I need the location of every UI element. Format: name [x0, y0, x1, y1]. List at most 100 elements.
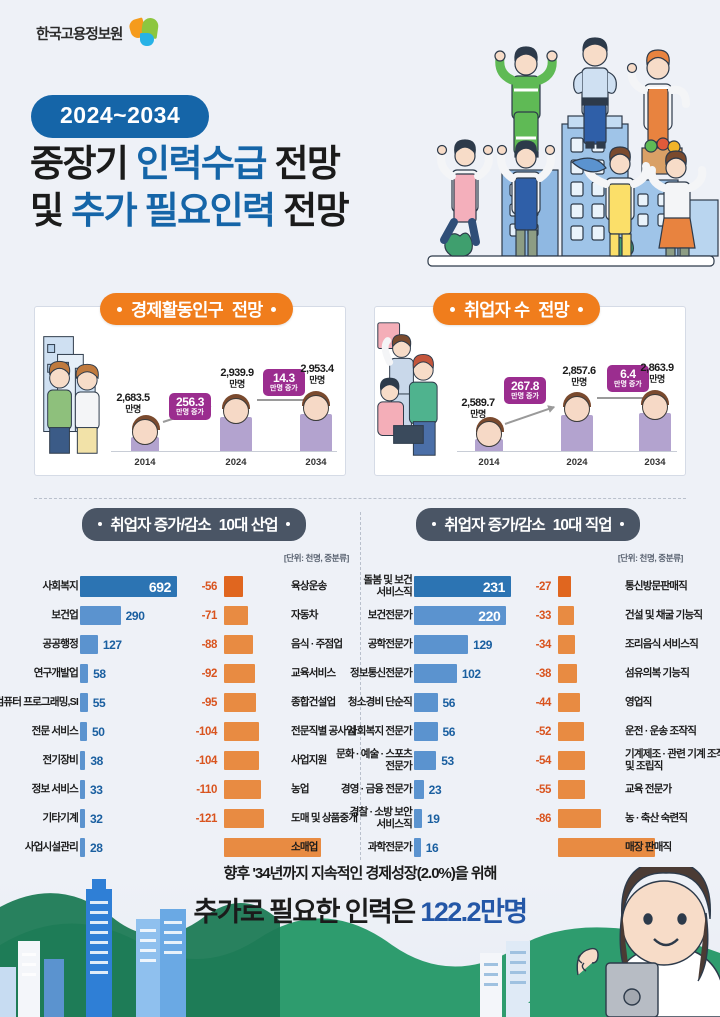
occupation-increase-label: 과학전문가	[367, 840, 413, 853]
industry-decrease-bar	[224, 722, 259, 741]
occupation-increase-label: 문화 · 예술 · 스포츠 전문가	[336, 747, 413, 772]
panel-left-value-2014: 2,683.5 만명	[116, 392, 150, 415]
industry-increase-bar	[80, 693, 88, 712]
footer-line-2-text: 추가로 필요한 인력은	[193, 897, 421, 927]
industry-increase-value: 692	[148, 578, 172, 595]
occupation-increase-value: 102	[461, 666, 481, 681]
occupation-increase-label: 돌봄 및 보건 서비스직	[363, 573, 412, 598]
occupation-decrease-label: 섬유의복 기능직	[625, 666, 690, 679]
occupation-increase-bar	[414, 751, 437, 770]
footer-message: 향후 '34년까지 지속적인 경제성장(2.0%)을 위해 추가로 필요한 인력…	[0, 862, 720, 929]
panel-right-illustration	[377, 322, 438, 456]
org-logo: 한국고용정보원	[36, 16, 160, 48]
table-row: 전기장비 38 -104 사업지원	[27, 746, 361, 775]
industry-increase-value: 55	[92, 695, 106, 710]
occupation-decrease-label: 통신방문판매직	[625, 579, 688, 592]
industry-decrease-bar	[224, 809, 265, 828]
industry-increase-label: 전기장비	[42, 753, 79, 766]
occupation-decrease-label: 농 · 축산 숙련직	[625, 811, 688, 824]
table-row: 청소경비 단순직 56 -44 영업직	[348, 688, 695, 717]
industry-decrease-label: 농업	[291, 782, 310, 795]
industry-increase-value: 127	[102, 637, 122, 652]
industry-decrease-bar	[224, 693, 256, 712]
industry-increase-label: 기타기계	[42, 811, 79, 824]
industry-decrease-label: 종합건설업	[291, 695, 336, 708]
occupation-increase-label: 보건전문가	[367, 608, 413, 621]
bullet-dot-icon	[117, 306, 122, 312]
industry-decrease-value: -104	[195, 725, 218, 738]
table-row: 전문 서비스 50 -104 전문직별 공사업	[27, 717, 361, 746]
industry-increase-bar	[80, 664, 89, 683]
panel-right-year-2024: 2024	[566, 457, 588, 468]
industry-decrease-value: -71	[201, 609, 218, 622]
occupation-increase-value: 23	[428, 782, 442, 797]
industry-decrease-bar	[224, 780, 261, 799]
title-part-5: 추가 필요인력	[71, 190, 276, 232]
table-row: 경영 · 금융 전문가 23 -55 교육 전문가	[341, 775, 695, 804]
title-part-2: 인력수급	[136, 143, 267, 184]
year-range-badge: 2024~2034	[31, 95, 210, 138]
panel-left-chart: 2,683.5 만명 2014 256.3 만명 증가 2,939.9 만명 2…	[35, 307, 345, 475]
panel-left-year-2024: 2024	[225, 457, 247, 468]
occupation-increase-value: 129	[473, 637, 492, 652]
table-row: 연구개발업 58 -92 교육서비스	[27, 659, 361, 688]
industry-increase-bar	[80, 780, 85, 799]
occupation-increase-label: 경영 · 금융 전문가	[340, 782, 413, 795]
occupation-decrease-label: 매장 판매직	[625, 840, 672, 853]
occupation-increase-bar	[414, 635, 469, 654]
panel-right-year-2014: 2014	[478, 457, 500, 468]
occupation-decrease-label: 영업직	[625, 695, 652, 708]
occupation-decrease-bar	[558, 722, 584, 741]
panel-left-year-2014: 2014	[134, 457, 156, 468]
table-row: 정보통신전문가 102 -38 섬유의복 기능직	[350, 659, 695, 688]
industry-increase-label: 사업시설관리	[24, 840, 79, 853]
city-skyline-illustration	[0, 867, 720, 1017]
chart-occupations: 취업자 증가/감소 10대 직업 [단위: 천명, 중분류] 돌봄 및 보건 서비…	[336, 508, 720, 862]
occupation-increase-value: 220	[478, 607, 501, 624]
occupation-increase-value: 231	[482, 578, 506, 595]
occupation-increase-bar	[414, 780, 424, 799]
chart-occupations-rows: 돌봄 및 보건 서비스직 231 -27 통신방문판매직 보건전문가 220 -33 건설 및 …	[336, 572, 720, 862]
occupation-increase-value: 53	[441, 753, 454, 768]
industry-increase-label: 공공행정	[42, 637, 79, 650]
industry-increase-label: 컴퓨터 프로그래밍,SI	[0, 695, 79, 708]
table-row: 보건업 290 -71 자동차	[27, 601, 361, 630]
occupation-increase-label: 사회복지 전문가	[347, 724, 413, 737]
bullet-dot-icon	[577, 306, 583, 312]
industry-decrease-label: 자동차	[291, 608, 318, 621]
table-row: 기타기계 32 -121 도매 및 상품중개	[27, 804, 361, 833]
chart-occupations-unit: [단위: 천명, 중분류]	[617, 553, 684, 563]
bullet-dot-icon	[450, 306, 455, 312]
industry-increase-bar	[80, 751, 86, 770]
occupation-decrease-label: 교육 전문가	[625, 782, 672, 795]
occupation-decrease-value: -52	[535, 725, 552, 738]
occupation-decrease-label: 운전 · 운송 조작직	[625, 724, 697, 737]
title-part-4: 및	[30, 190, 72, 232]
industry-increase-value: 58	[93, 666, 106, 681]
industry-increase-bar	[80, 635, 98, 654]
industry-decrease-label: 교육서비스	[291, 666, 336, 679]
table-row: 경찰 · 소방 보안 서비스직 19 -86 농 · 축산 숙련직	[350, 804, 695, 833]
occupation-increase-bar	[414, 722, 438, 741]
industry-increase-bar	[80, 809, 85, 828]
industry-increase-bar	[80, 838, 85, 857]
occupation-decrease-bar	[558, 693, 580, 712]
occupation-increase-bar	[414, 664, 457, 683]
bullet-dot-icon	[98, 522, 103, 526]
table-row: 공공행정 127 -88 음식 · 주점업	[27, 630, 361, 659]
industry-increase-value: 32	[90, 811, 103, 826]
occupation-decrease-label: 건설 및 채굴 기능직	[625, 608, 703, 621]
vertical-divider	[360, 512, 361, 860]
title-part-6: 전망	[274, 190, 349, 232]
industry-increase-bar	[80, 576, 177, 597]
industry-increase-value: 38	[90, 753, 103, 768]
occupation-decrease-value: -34	[535, 638, 552, 651]
panel-right-delta-2: 6.4 만명 증가	[607, 365, 649, 392]
table-row: 컴퓨터 프로그래밍,SI 55 -95 종합건설업	[0, 688, 361, 717]
occupation-decrease-bar	[558, 576, 572, 597]
panel-left-delta-2: 14.3 만명 증가	[263, 369, 305, 396]
industry-decrease-value: -56	[201, 580, 218, 593]
bullet-dot-icon	[619, 522, 624, 526]
table-row: 공학전문가 129 -34 조리음식 서비스직	[361, 630, 699, 659]
